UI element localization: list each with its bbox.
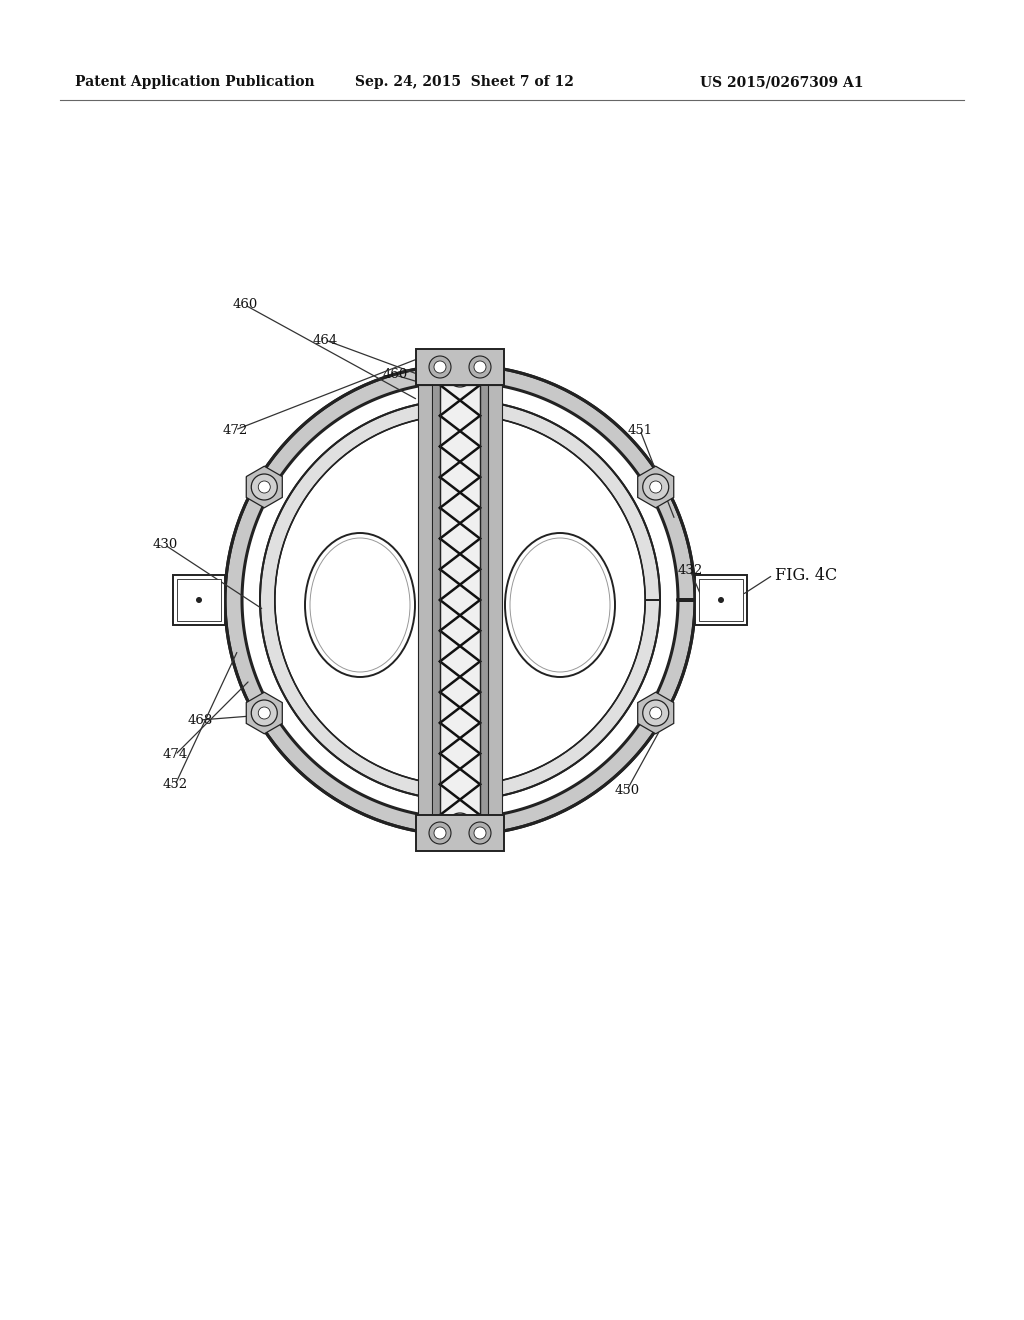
Ellipse shape <box>305 533 415 677</box>
Text: 472: 472 <box>222 424 248 437</box>
Polygon shape <box>442 805 478 847</box>
Circle shape <box>469 822 490 843</box>
Circle shape <box>643 700 669 726</box>
Text: 452: 452 <box>163 779 187 792</box>
Polygon shape <box>225 366 695 836</box>
Ellipse shape <box>505 533 615 677</box>
Polygon shape <box>638 692 674 734</box>
Circle shape <box>196 597 202 603</box>
Polygon shape <box>246 466 283 508</box>
Circle shape <box>474 828 486 840</box>
Text: 474: 474 <box>163 748 187 762</box>
Text: 464: 464 <box>312 334 338 346</box>
Text: Sep. 24, 2015  Sheet 7 of 12: Sep. 24, 2015 Sheet 7 of 12 <box>355 75 573 88</box>
Polygon shape <box>260 400 660 800</box>
Circle shape <box>649 708 662 719</box>
Bar <box>416 814 504 851</box>
Text: 432: 432 <box>677 564 702 577</box>
Circle shape <box>718 597 724 603</box>
Circle shape <box>434 828 446 840</box>
Bar <box>177 579 221 620</box>
Text: 430: 430 <box>153 539 177 552</box>
Text: 460: 460 <box>232 298 258 312</box>
Bar <box>418 385 432 814</box>
Text: 450: 450 <box>614 784 640 796</box>
Bar <box>480 385 488 814</box>
Circle shape <box>447 360 473 387</box>
Bar <box>432 385 440 814</box>
Circle shape <box>469 356 490 378</box>
Circle shape <box>251 474 278 500</box>
Circle shape <box>251 700 278 726</box>
Bar <box>695 576 746 624</box>
Text: Patent Application Publication: Patent Application Publication <box>75 75 314 88</box>
Circle shape <box>275 414 645 785</box>
Circle shape <box>447 813 473 840</box>
Circle shape <box>429 356 451 378</box>
Circle shape <box>258 480 270 492</box>
Circle shape <box>454 368 466 380</box>
Text: 460: 460 <box>382 368 408 381</box>
Text: 451: 451 <box>628 424 652 437</box>
Circle shape <box>429 822 451 843</box>
Bar <box>488 385 502 814</box>
Text: US 2015/0267309 A1: US 2015/0267309 A1 <box>700 75 863 88</box>
Circle shape <box>649 480 662 492</box>
Polygon shape <box>442 354 478 395</box>
Circle shape <box>434 360 446 374</box>
Circle shape <box>258 708 270 719</box>
Text: 468: 468 <box>187 714 213 726</box>
Circle shape <box>474 360 486 374</box>
Bar <box>416 348 504 385</box>
Polygon shape <box>638 466 674 508</box>
Circle shape <box>643 474 669 500</box>
Circle shape <box>454 820 466 832</box>
Bar <box>699 579 743 620</box>
Polygon shape <box>246 692 283 734</box>
Bar <box>440 385 480 814</box>
Text: FIG. 4C: FIG. 4C <box>775 566 838 583</box>
Bar <box>173 576 225 624</box>
